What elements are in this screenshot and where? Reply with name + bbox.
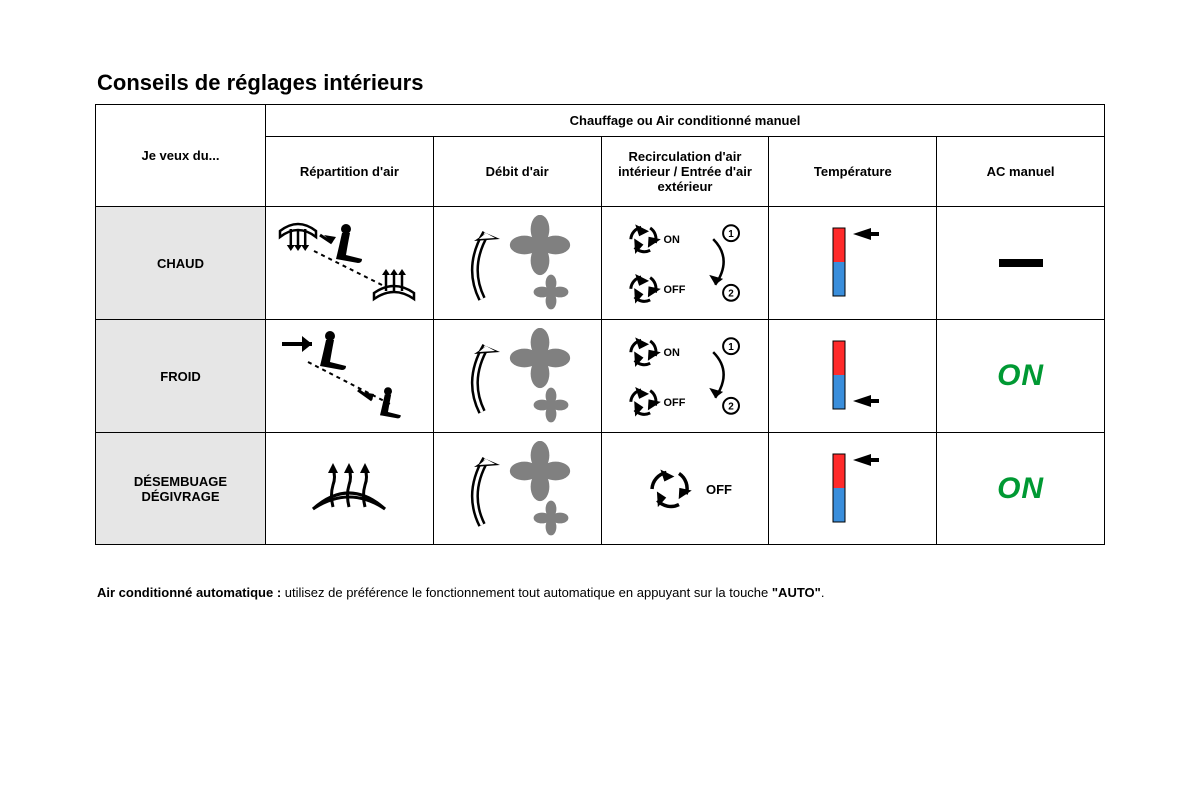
svg-text:ON: ON	[663, 234, 679, 246]
air-distribution-icon	[266, 207, 434, 320]
airflow-icon	[433, 433, 601, 545]
table-row: CHAUD	[96, 207, 1105, 320]
ac-cell: ON	[937, 320, 1105, 433]
footnote: Air conditionné automatique : utilisez d…	[97, 585, 1105, 600]
page-title: Conseils de réglages intérieurs	[97, 70, 1105, 96]
footnote-tail: .	[821, 585, 825, 600]
ac-cell	[937, 207, 1105, 320]
air-distribution-icon	[266, 320, 434, 433]
header-col-1: Débit d'air	[433, 137, 601, 207]
temperature-icon	[769, 320, 937, 433]
footnote-text: utilisez de préférence le fonctionnement…	[281, 585, 772, 600]
ac-cell: ON	[937, 433, 1105, 545]
row-label: FROID	[96, 320, 266, 433]
recirculation-icon: ON 1 OFF 2	[601, 207, 769, 320]
svg-text:2: 2	[728, 289, 734, 300]
svg-text:1: 1	[728, 342, 734, 353]
table-body: CHAUD	[96, 207, 1105, 545]
row-label: DÉSEMBUAGEDÉGIVRAGE	[96, 433, 266, 545]
svg-text:ON: ON	[663, 347, 679, 359]
footnote-label: Air conditionné automatique :	[97, 585, 281, 600]
ac-on-label: ON	[997, 472, 1044, 506]
svg-text:OFF: OFF	[663, 397, 685, 409]
settings-table: Je veux du... Chauffage ou Air condition…	[95, 104, 1105, 545]
svg-text:OFF: OFF	[706, 482, 732, 497]
header-col-2: Recirculation d'air intérieur / Entrée d…	[601, 137, 769, 207]
table-row: FROID	[96, 320, 1105, 433]
temperature-icon	[769, 207, 937, 320]
temperature-icon	[769, 433, 937, 545]
header-main: Chauffage ou Air conditionné manuel	[266, 105, 1105, 137]
ac-off-dash-icon	[999, 259, 1043, 267]
airflow-icon	[433, 320, 601, 433]
table-row: DÉSEMBUAGEDÉGIVRAGE	[96, 433, 1105, 545]
header-col-0: Répartition d'air	[266, 137, 434, 207]
recirculation-icon: ON 1 OFF 2	[601, 320, 769, 433]
svg-text:2: 2	[728, 402, 734, 413]
header-row-label: Je veux du...	[96, 105, 266, 207]
recirculation-icon: OFF	[601, 433, 769, 545]
footnote-button: "AUTO"	[772, 585, 821, 600]
ac-on-label: ON	[997, 359, 1044, 393]
header-col-3: Température	[769, 137, 937, 207]
air-distribution-icon	[266, 433, 434, 545]
svg-text:1: 1	[728, 229, 734, 240]
airflow-icon	[433, 207, 601, 320]
svg-text:OFF: OFF	[663, 284, 685, 296]
row-label: CHAUD	[96, 207, 266, 320]
header-col-4: AC manuel	[937, 137, 1105, 207]
